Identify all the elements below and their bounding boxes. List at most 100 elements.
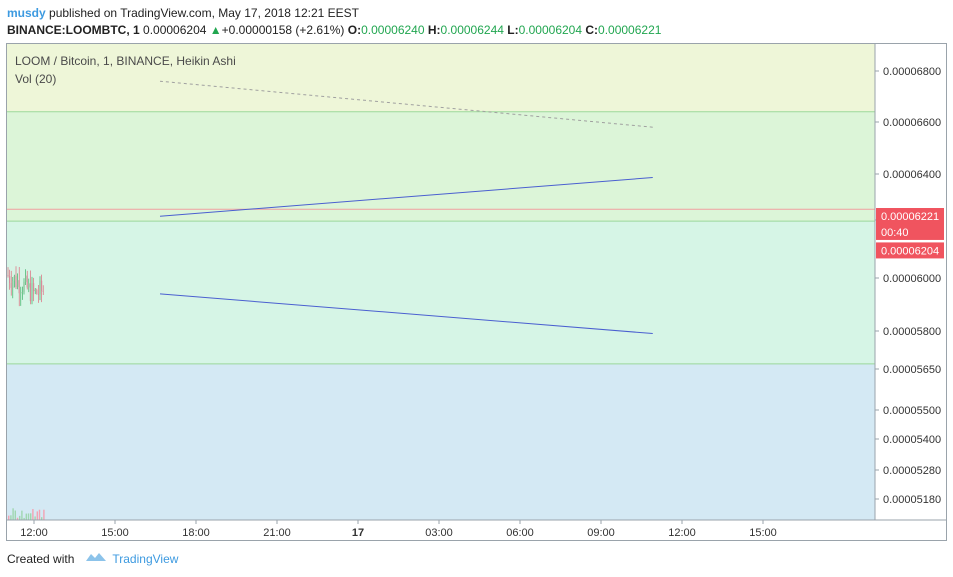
volume-bar	[41, 517, 43, 520]
volume-bar	[16, 517, 19, 520]
close-value: 0.00006221	[598, 23, 662, 37]
volume-bar	[38, 509, 41, 520]
volume-bar	[43, 509, 45, 520]
volume-bar	[25, 513, 27, 520]
author-name[interactable]: musdy	[7, 6, 46, 20]
candle-body	[23, 281, 25, 293]
volume-bar	[30, 513, 32, 520]
candle-body	[34, 289, 36, 292]
price-tick-label: 0.00006000	[883, 273, 941, 285]
high-label: H:	[427, 23, 441, 37]
legend-title[interactable]: LOOM / Bitcoin, 1, BINANCE, Heikin Ashi	[15, 54, 236, 68]
high-value: 0.00006244	[440, 23, 504, 37]
volume-bar	[14, 510, 16, 520]
candle-body	[13, 275, 15, 281]
volume-bar	[12, 508, 14, 520]
price-tag-bg	[876, 242, 944, 259]
volume-bar	[32, 509, 34, 520]
candle-body	[31, 283, 33, 302]
tradingview-logo-icon[interactable]	[84, 551, 108, 566]
candle-body	[39, 280, 41, 295]
candle-body	[25, 275, 27, 282]
candle-body	[18, 280, 20, 294]
price-tick-label: 0.00005400	[883, 434, 941, 446]
price-chart[interactable]: 0.00006800 0.00006600 0.00006400 0.00006204…	[7, 44, 946, 540]
fib-zone-1	[7, 111, 875, 222]
candle-body	[15, 275, 17, 287]
chart-header: musdy published on TradingView.com, May …	[7, 5, 661, 39]
candle-body	[29, 283, 31, 302]
time-tick-label: 15:00	[749, 527, 777, 539]
symbol-summary: BINANCE:LOOMBTC, 1 0.00006204 ▲+0.000001…	[7, 22, 661, 39]
candle-body	[41, 280, 43, 292]
candle-body	[21, 292, 23, 294]
price-tick-label: 0.00005500	[883, 405, 941, 417]
time-tick-label: 12:00	[20, 527, 48, 539]
volume-bar	[36, 511, 38, 520]
chart-legend: LOOM / Bitcoin, 1, BINANCE, Heikin Ashi …	[15, 52, 236, 88]
trendline	[159, 293, 653, 335]
price-tag-bg	[876, 208, 944, 225]
volume-bar	[23, 517, 25, 520]
price-change: +0.00000158 (+2.61%)	[221, 23, 345, 37]
close-label: C:	[585, 23, 599, 37]
last-price: 0.00006204	[143, 23, 207, 37]
candle-body	[17, 280, 19, 287]
change-arrow-icon: ▲	[209, 23, 222, 37]
trendline	[159, 80, 653, 128]
low-label: L:	[507, 23, 519, 37]
candle-body	[26, 275, 28, 288]
candle-body	[7, 275, 9, 277]
candle-body	[12, 280, 14, 288]
created-with-label: Created with	[7, 551, 75, 566]
symbol-label: BINANCE:LOOMBTC, 1	[7, 23, 140, 37]
price-tick-label: 0.00006600	[883, 117, 941, 129]
time-tick-label: 15:00	[101, 527, 129, 539]
price-tag: 0.00006204	[876, 242, 944, 259]
volume-bar	[34, 516, 36, 520]
footer: Created with TradingView	[7, 551, 178, 566]
chart-panel[interactable]: 0.00006800 0.00006600 0.00006400 0.00006204…	[6, 43, 947, 541]
price-tick-label: 0.00005800	[883, 326, 941, 338]
volume-bar	[10, 515, 12, 520]
price-tick-label: 0.00005280	[883, 465, 941, 477]
time-tick-label: 17	[352, 527, 364, 539]
fib-zone-2	[7, 221, 875, 364]
candle-body	[9, 276, 11, 283]
candle-body	[33, 283, 35, 292]
candle-body	[37, 293, 39, 295]
time-tick-label: 06:00	[506, 527, 534, 539]
candle-body	[36, 289, 38, 294]
volume-bar	[19, 515, 21, 520]
legend-volume[interactable]: Vol (20)	[15, 72, 57, 86]
volume-bar	[21, 510, 23, 520]
price-scale-bg	[875, 44, 946, 540]
time-tick-label: 12:00	[668, 527, 696, 539]
fib-zone-3	[7, 363, 875, 520]
tradingview-link[interactable]: TradingView	[112, 551, 179, 566]
volume-bar	[8, 515, 10, 520]
candle-body	[28, 283, 30, 288]
time-tick-label: 21:00	[263, 527, 291, 539]
price-tag: 0.00006221	[876, 208, 944, 225]
candle-body	[42, 291, 44, 292]
time-tick-label: 18:00	[182, 527, 210, 539]
candle-body	[10, 282, 12, 288]
price-tick-label: 0.00005180	[883, 494, 941, 506]
price-tag-label: 00:40	[881, 227, 909, 239]
volume-bar	[27, 513, 30, 520]
candle-body	[20, 292, 22, 294]
price-tag: 00:40	[876, 223, 944, 240]
price-tick-label: 0.00006400	[883, 169, 941, 181]
low-value: 0.00006204	[518, 23, 583, 37]
price-tick-label: 0.00006800	[883, 66, 941, 78]
price-tag-label: 0.00006221	[881, 211, 939, 223]
open-value: 0.00006240	[361, 23, 425, 37]
open-label: O:	[347, 23, 362, 37]
price-tag-bg	[876, 223, 944, 240]
price-tag-label: 0.00006204	[881, 245, 939, 257]
trendline	[159, 177, 653, 217]
time-tick-label: 03:00	[425, 527, 453, 539]
time-tick-label: 09:00	[587, 527, 615, 539]
fib-zone-0	[7, 44, 875, 112]
